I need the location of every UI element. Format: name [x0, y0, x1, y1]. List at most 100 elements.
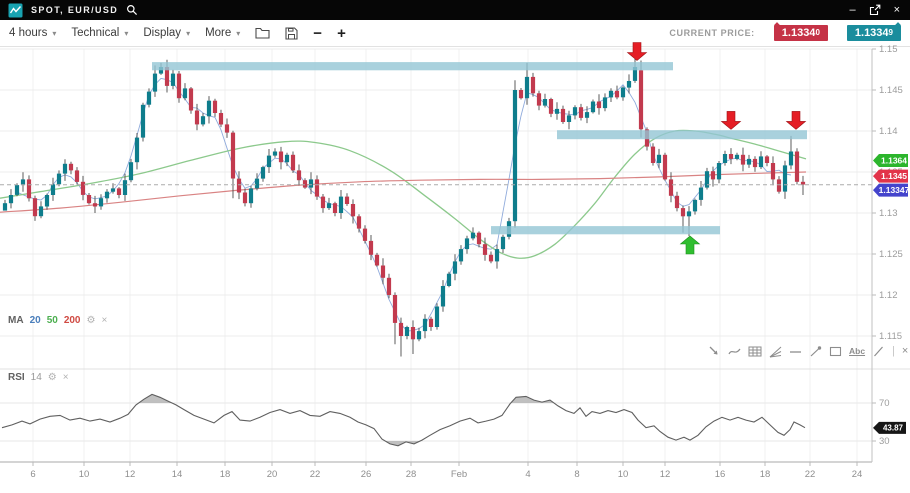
svg-text:1.145: 1.145: [879, 85, 903, 96]
svg-text:12: 12: [660, 469, 671, 480]
ray-tool-icon[interactable]: [872, 345, 885, 358]
more-menu-label: More: [205, 27, 232, 39]
signal-arrow-down: [626, 42, 648, 61]
chart-area: 1.151.1451.141.1351.131.1251.121.1157030…: [0, 42, 910, 493]
ma-value-tag: [873, 169, 908, 183]
ma-param-20: 20: [29, 315, 41, 326]
titlebar: SPOT, EUR/USD – ×: [0, 0, 910, 20]
display-menu[interactable]: Display ▾: [143, 27, 190, 39]
text-tool-icon[interactable]: Abc: [849, 346, 866, 356]
svg-text:10: 10: [618, 469, 629, 480]
svg-text:6: 6: [30, 469, 35, 480]
signal-arrow-down: [720, 111, 742, 130]
signal-arrow-down: [785, 111, 807, 130]
svg-text:24: 24: [852, 469, 863, 480]
chevron-down-icon: ▾: [52, 28, 57, 38]
rsi-line: [1, 393, 806, 447]
svg-text:28: 28: [406, 469, 417, 480]
close-button[interactable]: ×: [893, 3, 900, 16]
bid-price-badge[interactable]: 1.13340: [773, 22, 828, 41]
svg-text:12: 12: [125, 469, 136, 480]
price-gridlines: [0, 48, 872, 337]
toolbar-divider: |: [892, 345, 895, 357]
svg-text:18: 18: [760, 469, 771, 480]
svg-text:1.13347: 1.13347: [879, 185, 910, 195]
support-zone: [491, 226, 720, 235]
rectangle-tool-icon[interactable]: [829, 345, 842, 358]
rsi-plot: [1, 393, 806, 447]
bid-price-value: 1.1334: [781, 27, 816, 39]
svg-text:Feb: Feb: [451, 469, 467, 480]
ma20-line: [16, 77, 792, 332]
zoom-in-button[interactable]: +: [337, 24, 346, 42]
more-menu[interactable]: More ▾: [205, 27, 240, 39]
svg-text:1.12: 1.12: [879, 290, 898, 301]
ma-param-50: 50: [46, 315, 58, 326]
minimize-button[interactable]: –: [849, 3, 856, 16]
svg-text:43.87: 43.87: [883, 424, 904, 433]
candles-layer: [2, 58, 806, 357]
trend-line-tool-icon[interactable]: [809, 345, 822, 358]
ask-price-pip: 9: [888, 28, 893, 37]
rsi-value-tag: [873, 421, 906, 434]
resistance-zone-2: [557, 130, 807, 140]
svg-text:4: 4: [525, 469, 530, 480]
ma-value-tag: [873, 183, 908, 197]
fib-grid-tool-icon[interactable]: [748, 345, 762, 358]
horizontal-line-tool-icon[interactable]: [789, 345, 802, 358]
ask-price-value: 1.1334: [854, 27, 889, 39]
toolbar: 4 hours ▾ Technical ▾ Display ▾ More ▾ −…: [0, 20, 910, 47]
svg-text:1.13: 1.13: [879, 208, 898, 219]
current-price-label: CURRENT PRICE:: [669, 28, 755, 38]
chart-canvas[interactable]: 1.151.1451.141.1351.131.1251.121.1157030…: [0, 42, 910, 493]
svg-text:1.14: 1.14: [879, 126, 898, 137]
save-icon[interactable]: [285, 26, 298, 40]
gear-icon[interactable]: ⚙: [86, 314, 96, 326]
gear-icon[interactable]: ⚙: [47, 371, 57, 383]
ma-indicator-label: MA 20 50 200 ⚙ ×: [8, 315, 107, 326]
svg-text:8: 8: [574, 469, 579, 480]
price-tags: 1.1364 1.1345 1.13347 43.87: [873, 154, 910, 434]
timeframe-menu[interactable]: 4 hours ▾: [9, 27, 56, 39]
remove-indicator-icon[interactable]: ×: [62, 371, 69, 383]
svg-text:1.1345: 1.1345: [881, 171, 907, 181]
remove-indicator-icon[interactable]: ×: [101, 314, 108, 326]
chevron-down-icon: ▾: [236, 28, 241, 38]
pointer-tool-icon[interactable]: [708, 345, 721, 358]
rsi-label-name: RSI: [8, 372, 25, 383]
drawing-toolbar: Abc | ×: [708, 343, 908, 359]
open-folder-icon[interactable]: [255, 27, 270, 39]
ma-lines: [0, 77, 807, 332]
svg-text:20: 20: [267, 469, 278, 480]
technical-menu-label: Technical: [71, 27, 120, 39]
chevron-down-icon: ▾: [186, 28, 191, 38]
ask-price-badge[interactable]: 1.13349: [846, 22, 901, 41]
zoom-out-button[interactable]: −: [313, 24, 323, 42]
window-title: SPOT, EUR/USD: [31, 5, 119, 15]
signal-arrow-up: [679, 235, 701, 255]
date-axis-labels: 6 10 12 14 18 20 22 26 28 Feb 4 8 10 12 16 18 22 24: [30, 462, 862, 480]
svg-text:1.115: 1.115: [879, 331, 902, 342]
search-icon[interactable]: [126, 4, 138, 16]
svg-text:70: 70: [879, 398, 890, 409]
technical-menu[interactable]: Technical ▾: [71, 27, 128, 39]
curve-tool-icon[interactable]: [728, 345, 741, 358]
close-drawing-toolbar-icon[interactable]: ×: [901, 344, 909, 357]
bid-price-pip: 0: [815, 28, 820, 37]
ma-label-name: MA: [8, 315, 24, 326]
timeframe-menu-label: 4 hours: [9, 27, 48, 39]
rsi-indicator-label: RSI 14 ⚙ ×: [8, 372, 69, 383]
svg-text:1.125: 1.125: [879, 249, 903, 260]
svg-text:1.1364: 1.1364: [881, 156, 907, 166]
svg-text:18: 18: [220, 469, 231, 480]
svg-text:22: 22: [805, 469, 816, 480]
svg-text:1.15: 1.15: [879, 44, 898, 55]
svg-text:10: 10: [79, 469, 90, 480]
display-menu-label: Display: [143, 27, 182, 39]
popout-button[interactable]: [869, 4, 881, 16]
rsi-level-lines: [0, 402, 872, 442]
svg-text:22: 22: [310, 469, 321, 480]
chevron-down-icon: ▾: [124, 28, 129, 38]
fan-tool-icon[interactable]: [769, 345, 782, 358]
